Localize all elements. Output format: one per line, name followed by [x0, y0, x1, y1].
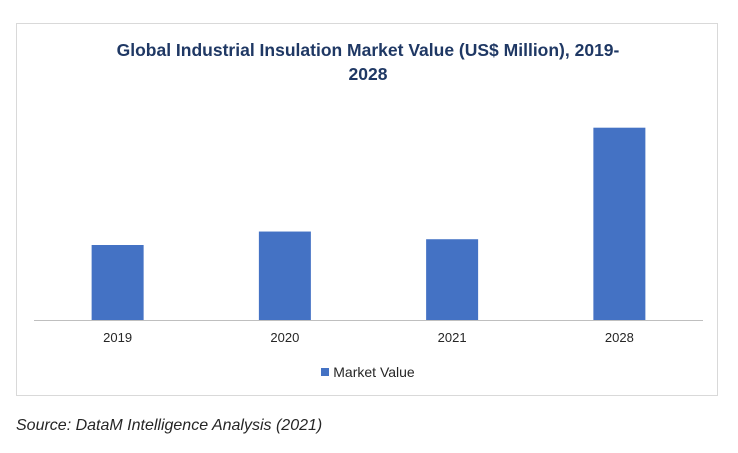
- chart-title-line-2: 2028: [348, 64, 388, 84]
- legend-label-market-value: Market Value: [333, 364, 415, 380]
- bar-2021: [426, 239, 479, 320]
- bar-2019: [91, 245, 144, 320]
- chart-title: Global Industrial Insulation Market Valu…: [57, 38, 679, 86]
- x-tick-label-2020: 2020: [270, 330, 299, 345]
- legend: Market Value: [17, 364, 719, 380]
- x-tick-label-2028: 2028: [605, 330, 634, 345]
- bar-2028: [593, 127, 646, 320]
- chart-frame: Global Industrial Insulation Market Valu…: [16, 23, 718, 396]
- source-note: Source: DataM Intelligence Analysis (202…: [16, 417, 323, 434]
- x-tick-label-2021: 2021: [438, 330, 467, 345]
- x-tick-label-2019: 2019: [103, 330, 132, 345]
- chart-title-line-1: Global Industrial Insulation Market Valu…: [116, 40, 620, 60]
- bar-chart-plot: 2019 2020 2021 2028: [34, 127, 703, 345]
- legend-swatch-market-value: [321, 368, 330, 377]
- bar-2020: [258, 231, 311, 320]
